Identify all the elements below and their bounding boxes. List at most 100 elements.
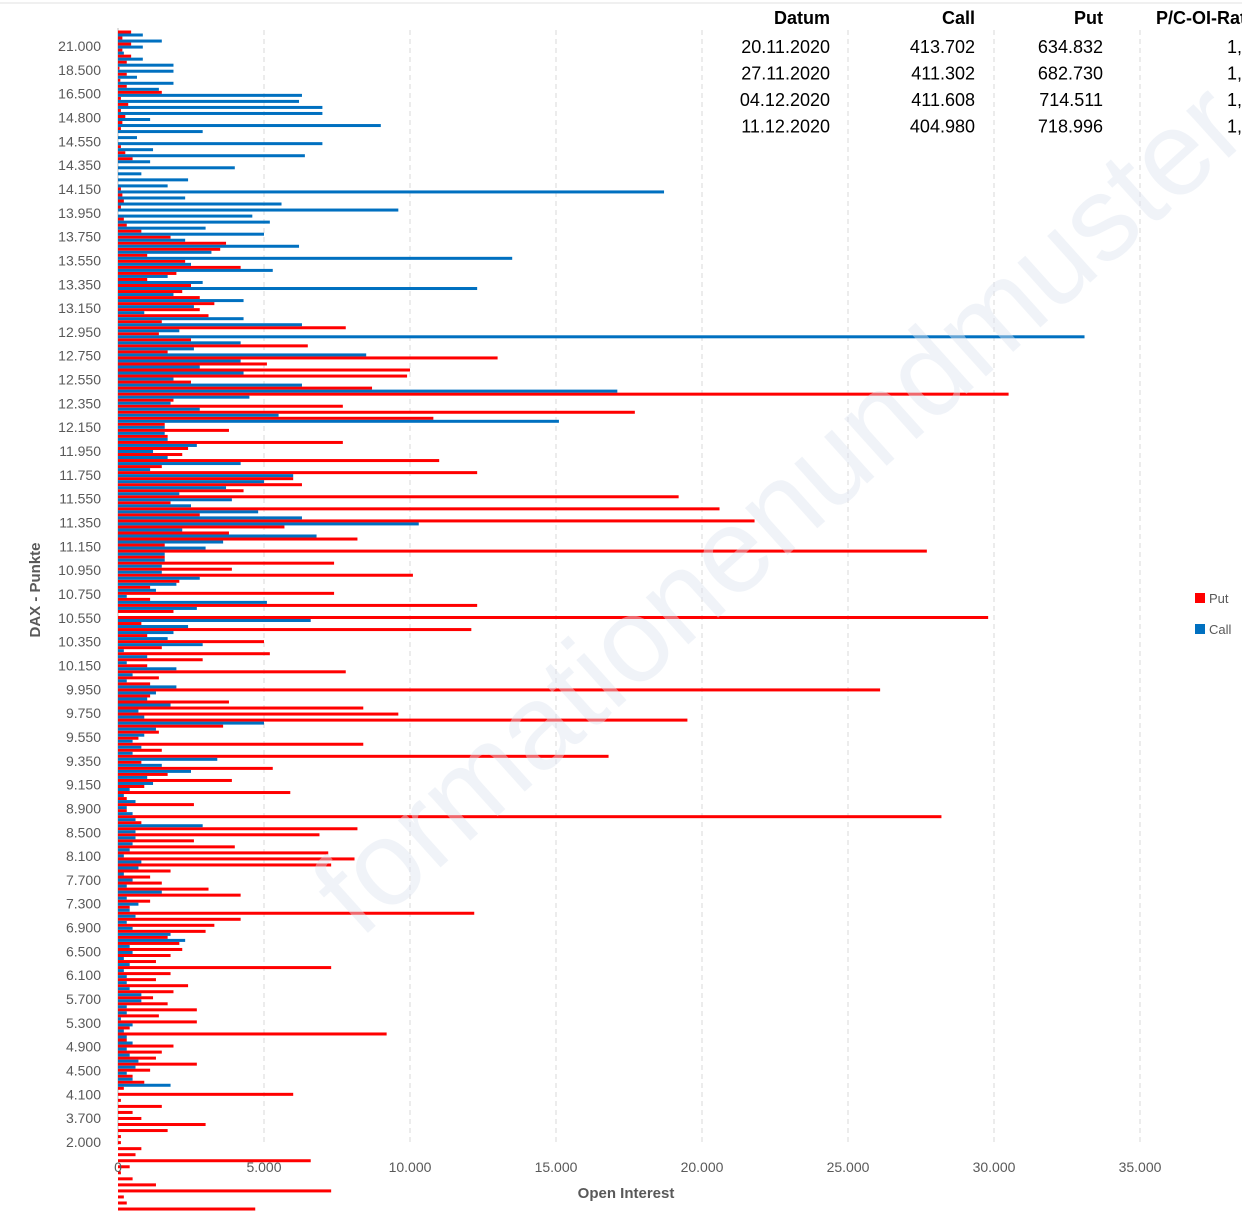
put-bar	[118, 308, 200, 312]
y-tick-label: 9.150	[66, 777, 101, 793]
call-bar	[118, 818, 136, 822]
call-bar	[118, 558, 165, 562]
call-bar	[118, 383, 302, 387]
put-bar	[118, 1062, 197, 1066]
y-tick-label: 14.550	[58, 133, 101, 149]
call-bar	[118, 1083, 171, 1087]
call-bar	[118, 715, 145, 719]
put-bar	[118, 1129, 168, 1133]
y-tick-label: 12.550	[58, 372, 101, 388]
table-header-cell: Put	[1074, 8, 1103, 28]
y-tick-label: 2.000	[66, 1134, 101, 1150]
put-bar	[118, 416, 434, 420]
put-bar	[118, 1183, 156, 1187]
put-bar	[118, 797, 127, 801]
put-bar	[118, 277, 148, 281]
x-tick-labels: 0 5.000 10.000 15.000 20.000 25.000 30.000 35.0…	[114, 1159, 1162, 1175]
put-bar	[118, 1080, 145, 1084]
put-bar	[118, 670, 346, 674]
put-bar	[118, 121, 123, 125]
put-bar	[118, 440, 343, 444]
put-bar	[118, 145, 121, 149]
put-bar	[118, 531, 229, 535]
x-tick-label: 35.000	[1119, 1159, 1162, 1175]
table-cell: 27.11.2020	[741, 64, 830, 84]
call-bar	[118, 957, 124, 961]
y-tick-label: 11.150	[59, 538, 101, 554]
put-bar	[118, 736, 139, 740]
table-cell: 411.302	[911, 64, 975, 84]
call-bar	[118, 81, 174, 85]
call-bar	[118, 1029, 124, 1033]
put-bar	[118, 241, 227, 245]
call-bar	[118, 105, 323, 109]
y-tick-label: 12.950	[58, 324, 101, 340]
call-bar	[118, 305, 194, 309]
call-bar	[118, 395, 250, 399]
put-bar	[118, 90, 162, 94]
call-bar	[118, 443, 197, 447]
call-bar	[118, 661, 127, 665]
y-tick-label: 9.950	[66, 681, 101, 697]
call-bar	[118, 836, 136, 840]
call-bar	[118, 401, 171, 405]
call-bar	[118, 51, 124, 55]
call-bar	[118, 280, 203, 284]
legend-swatch-put	[1195, 593, 1205, 603]
call-bar	[118, 763, 162, 767]
y-tick-label: 5.300	[66, 1015, 101, 1031]
call-bar	[118, 938, 186, 942]
call-bar	[118, 238, 186, 242]
put-bar	[118, 1086, 124, 1090]
put-bar	[118, 284, 191, 288]
put-bar	[118, 42, 132, 46]
call-bar	[118, 142, 323, 146]
call-bar	[118, 806, 127, 810]
call-bar	[118, 824, 203, 828]
put-bar	[118, 815, 942, 819]
call-bar	[118, 130, 203, 134]
table-cell: 1,74	[1227, 90, 1242, 110]
x-tick-label: 15.000	[535, 1159, 578, 1175]
put-bar	[118, 561, 335, 565]
put-bar	[118, 187, 121, 191]
call-bar	[118, 1017, 121, 1021]
put-bar	[118, 217, 124, 221]
call-bar	[118, 606, 197, 610]
y-tick-label: 3.700	[66, 1110, 101, 1126]
put-bar	[118, 875, 151, 879]
y-tick-label: 9.350	[66, 753, 101, 769]
call-bar	[118, 757, 218, 761]
put-bar	[118, 893, 241, 897]
put-bar	[118, 754, 609, 758]
put-bar	[118, 935, 168, 939]
put-bar	[118, 326, 346, 330]
put-bar	[118, 1135, 121, 1139]
put-bar	[118, 1159, 311, 1163]
table-header-cell: P/C-OI-Ratio	[1156, 8, 1242, 28]
put-bar	[118, 1177, 133, 1181]
put-bar	[118, 1189, 332, 1193]
call-bar	[118, 709, 139, 713]
put-bar	[118, 785, 145, 788]
call-bar	[118, 293, 174, 297]
call-bar	[118, 950, 133, 954]
call-bar	[118, 214, 253, 218]
y-tick-label: 10.550	[58, 610, 101, 626]
call-bar	[118, 75, 137, 79]
call-bar	[118, 540, 224, 544]
put-bar	[118, 205, 121, 209]
call-bar	[118, 926, 133, 930]
call-bar	[118, 691, 156, 695]
put-bar	[118, 567, 232, 571]
call-bar	[118, 184, 168, 188]
call-bar	[118, 474, 294, 478]
put-bar	[118, 374, 408, 378]
call-bar	[118, 462, 241, 466]
put-bar	[118, 1074, 133, 1078]
put-bar	[118, 688, 881, 692]
put-bar	[118, 296, 200, 300]
call-bar	[118, 45, 143, 49]
y-tick-label: 7.300	[66, 896, 101, 912]
y-tick-label: 9.550	[66, 729, 101, 745]
